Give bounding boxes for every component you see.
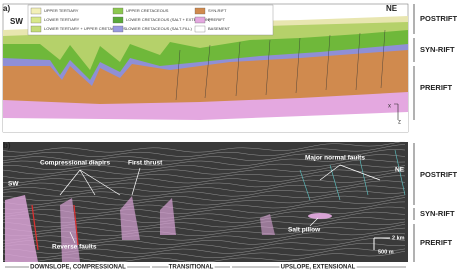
legend-swatch xyxy=(112,16,124,24)
reflector xyxy=(2,144,406,157)
reflector xyxy=(2,170,406,184)
reflector xyxy=(2,140,406,153)
legend-swatch xyxy=(112,25,124,33)
salt-body xyxy=(160,198,176,235)
salt-body xyxy=(60,198,80,262)
side-label: POSTRIFT xyxy=(420,14,458,23)
scale-label: 2 km xyxy=(392,235,405,241)
annotation: Major normal faults xyxy=(305,155,365,162)
reflector xyxy=(2,154,406,166)
scale-label: 500 m xyxy=(378,249,394,255)
annotation: Compressional diapirs xyxy=(40,160,110,167)
legend-swatch xyxy=(194,16,206,24)
legend-label: SYN-RIFT xyxy=(208,8,227,13)
legend-label: LOWER TERTIARY xyxy=(44,17,80,22)
reflector xyxy=(2,185,406,197)
domain-label: TRANSITIONAL xyxy=(169,265,214,271)
side-label: SYN-RIFT xyxy=(420,45,455,54)
legend-label: LOWER TERTIARY + UPPER CRETACEOUS xyxy=(44,26,127,31)
scale-bar xyxy=(373,237,390,250)
axis-arrows xyxy=(394,103,399,120)
reflector xyxy=(2,164,406,175)
annotation: Salt pillow xyxy=(288,227,321,234)
reflector xyxy=(2,149,406,162)
panel-label: b) xyxy=(3,141,11,150)
legend-label: LOWER CRETACEOUS (SALT + EXTENSION) xyxy=(126,17,211,22)
reflector xyxy=(2,159,406,171)
direction-label: SW xyxy=(10,17,23,26)
domain-label: UPSLOPE, EXTENSIONAL xyxy=(281,265,356,271)
annotation: First thrust xyxy=(128,160,163,167)
direction-label: NE xyxy=(395,167,405,174)
reflector xyxy=(2,180,406,193)
panel-label: a) xyxy=(3,4,10,13)
legend-swatch xyxy=(194,7,206,15)
legend-label: PRERIFT xyxy=(208,17,226,22)
salt-body xyxy=(260,214,275,235)
direction-label: SW xyxy=(8,181,19,188)
reflector xyxy=(2,167,406,179)
salt-body xyxy=(120,196,140,240)
side-label: PRERIFT xyxy=(420,83,453,92)
axis-label: z xyxy=(398,120,401,126)
legend-swatch xyxy=(194,25,206,33)
annotation-arrows xyxy=(59,164,381,244)
reverse-fault xyxy=(31,204,39,251)
legend-label: LOWER CRETACEOUS (SALT-FILL) xyxy=(126,26,193,31)
reverse-fault xyxy=(73,204,79,246)
salt-body xyxy=(5,195,38,262)
legend-swatch xyxy=(30,25,42,33)
direction-label: NE xyxy=(386,4,398,13)
axis-label: x xyxy=(388,104,391,110)
legend-swatch xyxy=(112,7,124,15)
legend-box xyxy=(27,4,274,36)
legend-label: UPPER CRETACEOUS xyxy=(126,8,169,13)
layer-basement xyxy=(3,112,408,132)
legend-swatch xyxy=(30,16,42,24)
legend: UPPER TERTIARY LOWER TERTIARY LOWER TERTIA… xyxy=(30,7,231,33)
annotation: Reverse faults xyxy=(52,244,97,251)
salt-pillow xyxy=(308,213,332,219)
legend-label: UPPER TERTIARY xyxy=(44,8,79,13)
legend-label: BASEMENT xyxy=(208,26,231,31)
side-label: SYN-RIFT xyxy=(420,209,455,218)
reflector xyxy=(2,175,406,188)
side-label: PRERIFT xyxy=(420,238,453,247)
legend-swatch xyxy=(30,7,42,15)
faults xyxy=(175,29,386,101)
side-label: POSTRIFT xyxy=(420,170,458,179)
domain-label: DOWNSLOPE, COMPRESSIONAL xyxy=(30,265,126,271)
